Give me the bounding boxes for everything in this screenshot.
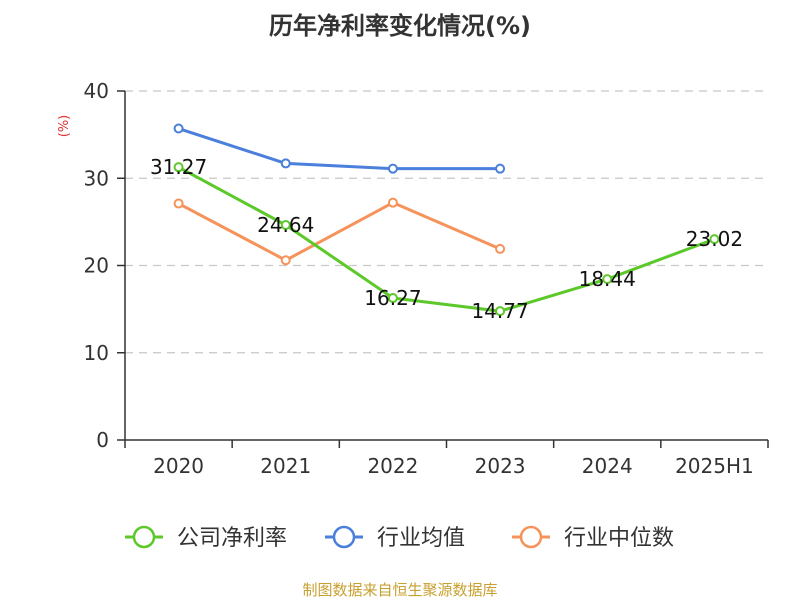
data-point	[387, 293, 398, 304]
data-point	[387, 163, 398, 174]
x-tick-label: 2022	[367, 454, 418, 478]
y-tick-label: 0	[96, 428, 109, 452]
y-tick-label: 10	[84, 341, 109, 365]
legend: 公司净利率 行业均值 行业中位数	[125, 525, 674, 551]
data-label: 14.77	[471, 299, 528, 323]
grid	[125, 90, 768, 354]
legend-swatch-marker	[332, 525, 356, 549]
data-point	[709, 234, 720, 245]
data-point	[495, 243, 506, 254]
x-tick-label: 2024	[582, 454, 633, 478]
y-axis-label: (%)	[57, 115, 72, 138]
data-point	[387, 197, 398, 208]
y-tick-label: 30	[84, 166, 109, 190]
x-tick-label: 2023	[475, 454, 526, 478]
data-point	[173, 162, 184, 173]
data-label: 16.27	[364, 286, 421, 310]
data-label: 23.02	[686, 227, 743, 251]
series-line	[178, 127, 501, 171]
data-label: 18.44	[579, 267, 636, 291]
y-tick-label: 20	[84, 254, 109, 278]
data-point	[280, 255, 291, 266]
axes: 0 10 20 30 40 2020 2021 2022 2023 2024 2025H1	[84, 79, 769, 478]
data-point	[602, 274, 613, 285]
x-tick-label: 2021	[260, 454, 311, 478]
legend-swatch-marker	[132, 525, 156, 549]
data-point	[280, 220, 291, 231]
chart-title: 历年净利率变化情况(%)	[269, 12, 531, 40]
data-labels: 31.27 24.64 16.27 14.77 18.44 23.02	[150, 155, 743, 323]
series-line	[177, 201, 501, 262]
data-point	[280, 158, 291, 169]
series	[173, 123, 720, 317]
legend-swatch-marker	[519, 525, 543, 549]
series-line	[177, 165, 715, 313]
y-tick-label: 40	[84, 79, 109, 103]
x-tick-label: 2025H1	[675, 454, 754, 478]
data-label: 31.27	[150, 155, 207, 179]
data-point	[173, 123, 184, 134]
data-point	[173, 198, 184, 209]
legend-label: 公司净利率	[177, 526, 287, 551]
data-point	[495, 306, 506, 317]
x-tick-label: 2020	[153, 454, 204, 478]
data-point	[495, 163, 506, 174]
data-label: 24.64	[257, 213, 314, 237]
legend-label: 行业中位数	[564, 526, 674, 551]
source-note: 制图数据来自恒生聚源数据库	[302, 581, 497, 599]
legend-label: 行业均值	[377, 526, 465, 551]
